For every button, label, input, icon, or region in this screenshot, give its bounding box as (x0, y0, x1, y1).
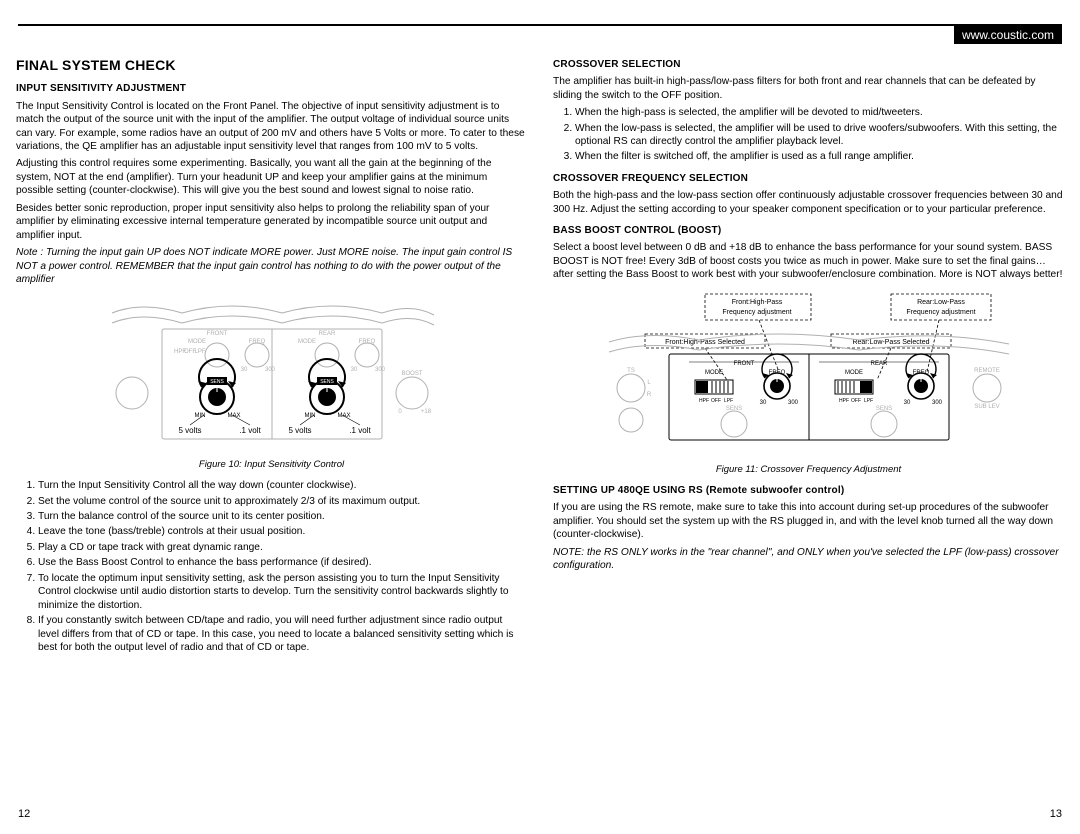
svg-text:BOOST: BOOST (401, 371, 422, 377)
list-item: Play a CD or tape track with great dynam… (38, 541, 527, 554)
list-item: When the low-pass is selected, the ampli… (575, 122, 1064, 149)
body-text: Select a boost level between 0 dB and +1… (553, 241, 1064, 281)
body-text: Adjusting this control requires some exp… (16, 157, 527, 197)
svg-text:R: R (646, 392, 651, 398)
svg-text:30: 30 (240, 367, 247, 373)
note-text: NOTE: the RS ONLY works in the "rear cha… (553, 546, 1064, 573)
figure-11-caption: Figure 11: Crossover Frequency Adjustmen… (553, 464, 1064, 477)
svg-text:LPF: LPF (194, 349, 205, 355)
svg-text:LPF: LPF (864, 398, 873, 404)
svg-text:FRONT: FRONT (733, 361, 754, 367)
body-text: If you are using the RS remote, make sur… (553, 501, 1064, 541)
svg-text:HPF: HPF (699, 398, 709, 404)
svg-text:REAR: REAR (318, 331, 335, 337)
svg-text:30: 30 (759, 400, 766, 406)
columns: FINAL SYSTEM CHECK INPUT SENSITIVITY ADJ… (16, 0, 1064, 834)
svg-text:Rear:Low-Pass: Rear:Low-Pass (917, 299, 965, 306)
note-text: Note : Turning the input gain UP does NO… (16, 246, 527, 286)
list-item: Turn the Input Sensitivity Control all t… (38, 479, 527, 492)
svg-text:Front:High-Pass: Front:High-Pass (731, 299, 782, 306)
svg-text:L: L (647, 380, 651, 386)
svg-text:TS: TS (627, 368, 635, 374)
svg-text:Frequency adjustment: Frequency adjustment (722, 309, 791, 316)
list-item: When the filter is switched off, the amp… (575, 150, 1064, 163)
svg-text:Front:High-Pass Selected: Front:High-Pass Selected (665, 339, 745, 346)
svg-text:Frequency adjustment: Frequency adjustment (906, 309, 975, 316)
svg-text:300: 300 (787, 400, 798, 406)
svg-text:HPF: HPF (839, 398, 849, 404)
setup-steps-list: Turn the Input Sensitivity Control all t… (38, 479, 527, 654)
heading-boost: BASS BOOST CONTROL (BOOST) (553, 224, 1064, 237)
crossover-list: When the high-pass is selected, the ampl… (575, 106, 1064, 164)
heading-crossover: CROSSOVER SELECTION (553, 58, 1064, 71)
svg-text:SUB LEV: SUB LEV (974, 404, 999, 410)
svg-text:MODE: MODE (298, 339, 316, 345)
svg-text:MODE: MODE (845, 370, 863, 376)
svg-text:REMOTE: REMOTE (974, 368, 1000, 374)
svg-text:OFF: OFF (711, 398, 721, 404)
svg-text:FREQ: FREQ (248, 339, 265, 345)
svg-text:30: 30 (903, 400, 910, 406)
svg-text:MODE: MODE (705, 370, 723, 376)
svg-text:300: 300 (931, 400, 942, 406)
top-rule (18, 24, 1062, 26)
figure-10-diagram: FRONT REAR MODE FREQ MODE FREQ HPF OFF L… (102, 293, 442, 453)
svg-text:Rear:Low-Pass Selected: Rear:Low-Pass Selected (852, 339, 929, 346)
svg-text:.1 volt: .1 volt (239, 426, 261, 435)
svg-text:REAR: REAR (870, 361, 887, 367)
heading-freq: CROSSOVER FREQUENCY SELECTION (553, 172, 1064, 185)
page-number-right: 13 (1050, 808, 1062, 820)
svg-text:30: 30 (350, 367, 357, 373)
svg-text:300: 300 (264, 367, 275, 373)
list-item: Use the Bass Boost Control to enhance th… (38, 556, 527, 569)
svg-text:FREQ: FREQ (358, 339, 375, 345)
svg-text:MODE: MODE (188, 339, 206, 345)
svg-text:SENS: SENS (725, 406, 741, 412)
list-item: Leave the tone (bass/treble) controls at… (38, 525, 527, 538)
body-text: The Input Sensitivity Control is located… (16, 100, 527, 154)
page-number-left: 12 (18, 808, 30, 820)
svg-text:SENS: SENS (875, 406, 891, 412)
body-text: The amplifier has built-in high-pass/low… (553, 75, 1064, 102)
heading-input-sens: INPUT SENSITIVITY ADJUSTMENT (16, 82, 527, 95)
svg-text:SENS: SENS (210, 379, 224, 385)
svg-text:300: 300 (374, 367, 385, 373)
manual-spread: www.coustic.com FINAL SYSTEM CHECK INPUT… (0, 0, 1080, 834)
svg-text:0: 0 (398, 409, 402, 415)
svg-text:.1 volt: .1 volt (349, 426, 371, 435)
svg-text:FRONT: FRONT (206, 331, 227, 337)
body-text: Besides better sonic reproduction, prope… (16, 202, 527, 242)
page-title: FINAL SYSTEM CHECK (16, 56, 527, 74)
figure-11-diagram: Front:High-Pass Frequency adjustment Rea… (599, 288, 1019, 458)
svg-text:5 volts: 5 volts (288, 426, 311, 435)
list-item: When the high-pass is selected, the ampl… (575, 106, 1064, 119)
svg-text:5 volts: 5 volts (178, 426, 201, 435)
list-item: If you constantly switch between CD/tape… (38, 614, 527, 654)
left-column: FINAL SYSTEM CHECK INPUT SENSITIVITY ADJ… (16, 56, 527, 834)
svg-text:+18: +18 (420, 409, 431, 415)
list-item: Turn the balance control of the source u… (38, 510, 527, 523)
svg-text:LPF: LPF (724, 398, 733, 404)
right-column: CROSSOVER SELECTION The amplifier has bu… (553, 56, 1064, 834)
body-text: Both the high-pass and the low-pass sect… (553, 189, 1064, 216)
heading-rs: SETTING UP 480QE USING RS (Remote subwoo… (553, 484, 1064, 497)
header-url: www.coustic.com (954, 26, 1062, 44)
svg-text:SENS: SENS (320, 379, 334, 385)
svg-text:OFF: OFF (851, 398, 861, 404)
list-item: Set the volume control of the source uni… (38, 495, 527, 508)
figure-10-caption: Figure 10: Input Sensitivity Control (16, 459, 527, 472)
list-item: To locate the optimum input sensitivity … (38, 572, 527, 612)
